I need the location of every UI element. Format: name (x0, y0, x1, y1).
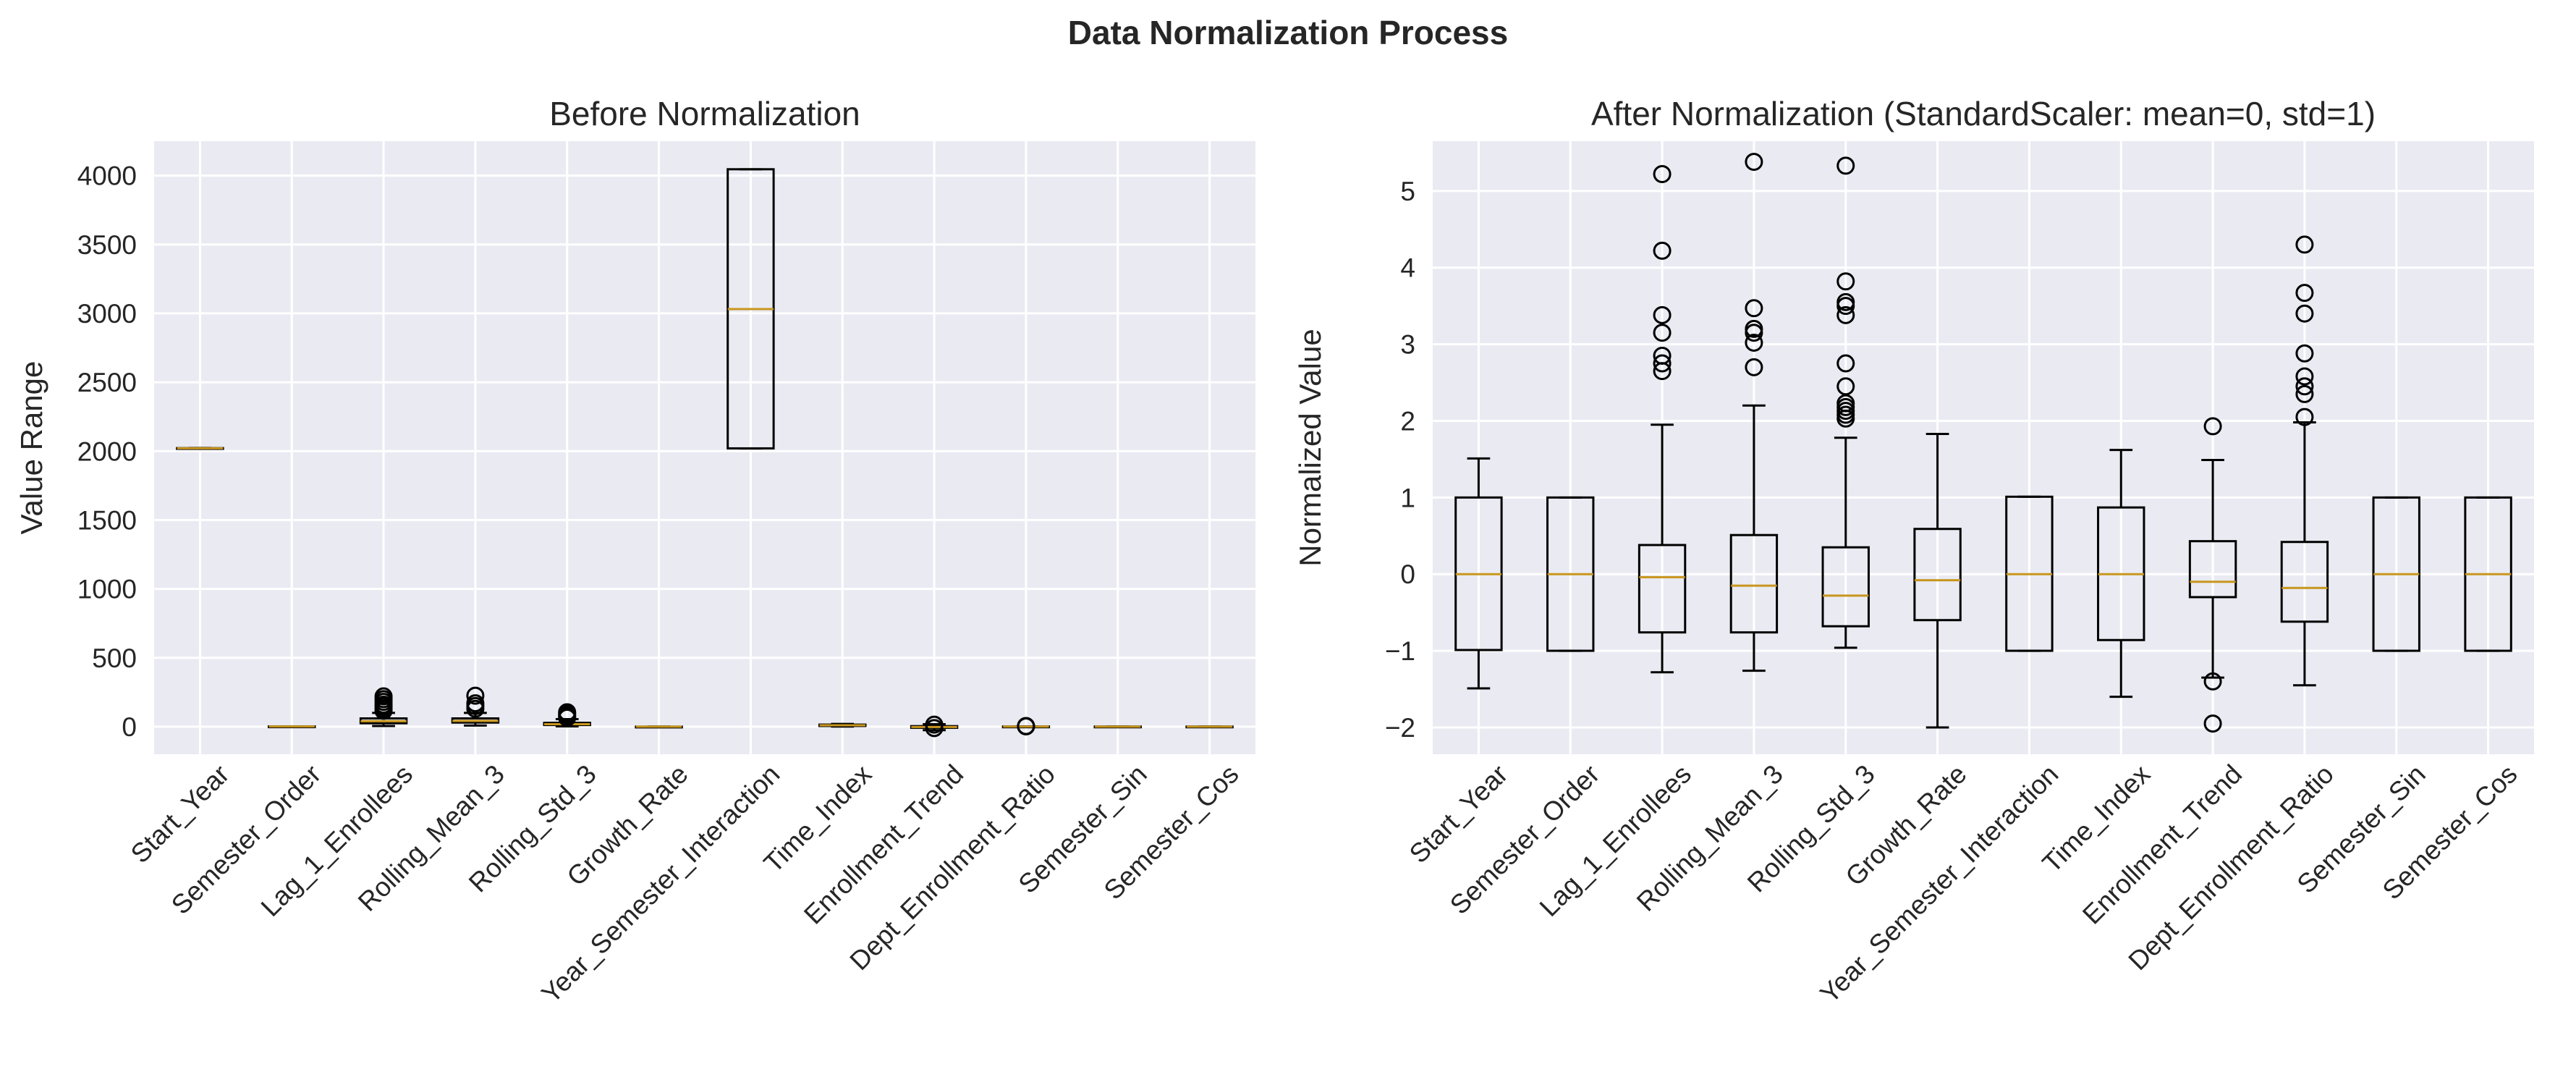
box-rolling-std-3 (543, 703, 591, 728)
outlier-point (1745, 358, 1763, 376)
y-tick-label: −1 (1385, 636, 1415, 666)
outlier-point (466, 686, 485, 705)
outlier-point (2203, 417, 2222, 436)
box-dept-enrollment-ratio (2280, 235, 2329, 687)
box-lag-1-enrollees (359, 687, 408, 727)
box-year-semester-interaction (726, 168, 775, 450)
box-enrollment-trend (2188, 417, 2237, 733)
box-year-semester-interaction (2005, 495, 2054, 652)
x-tick-label: Lag_1_Enrollees (1534, 759, 1697, 922)
plot-area (154, 141, 1255, 754)
outlier-point (1745, 319, 1763, 338)
box-semester-order (1546, 496, 1595, 652)
outlier-point (925, 715, 944, 734)
outlier-point (374, 687, 393, 706)
outlier-point (1653, 305, 1672, 324)
outlier-point (1653, 324, 1672, 342)
outlier-point (1836, 292, 1855, 311)
box-growth-rate (1913, 432, 1962, 729)
plot-area (1433, 141, 2534, 754)
chart-title: Before Normalization (549, 95, 860, 132)
y-tick-label: 4000 (77, 161, 137, 191)
box-semester-sin (2372, 496, 2420, 652)
y-tick-label: 500 (92, 643, 137, 673)
iqr-box (1729, 533, 1779, 634)
y-axis-label: Value Range (14, 361, 48, 535)
y-tick-label: 3000 (77, 299, 137, 329)
y-tick-label: 0 (122, 712, 137, 742)
outlier-point (466, 694, 485, 713)
box-rolling-mean-3 (1729, 153, 1779, 672)
outlier-point (558, 703, 577, 722)
box-dept-enrollment-ratio (1001, 717, 1051, 735)
outlier-point (2295, 408, 2314, 426)
box-start-year (176, 447, 224, 450)
outlier-point (1653, 241, 1672, 260)
iqr-box (1913, 528, 1962, 622)
y-tick-label: 2000 (77, 436, 137, 466)
box-start-year (1454, 457, 1503, 690)
outlier-point (1836, 354, 1855, 373)
x-tick-label: Enrollment_Trend (798, 759, 969, 930)
after-normalization-chart: −2−1012345Start_YearSemester_OrderLag_1_… (1293, 95, 2534, 1009)
outlier-point (2295, 284, 2314, 303)
y-axis-label: Normalized Value (1293, 329, 1327, 566)
iqr-box (1821, 546, 1870, 628)
outlier-point (1745, 153, 1763, 172)
outlier-point (2295, 384, 2314, 403)
box-semester-cos (2464, 496, 2512, 652)
outlier-point (1653, 354, 1672, 373)
outlier-point (2295, 304, 2314, 323)
y-tick-label: 1000 (77, 575, 137, 604)
outlier-point (1653, 346, 1672, 365)
x-tick-label: Lag_1_Enrollees (255, 759, 418, 922)
y-tick-label: 1 (1400, 483, 1415, 512)
box-enrollment-trend (910, 715, 959, 738)
outlier-point (1836, 377, 1855, 396)
y-tick-label: 2 (1400, 406, 1415, 436)
y-tick-label: 0 (1400, 560, 1415, 589)
y-tick-label: 2500 (77, 368, 137, 397)
outlier-point (2295, 344, 2314, 363)
y-tick-label: 5 (1400, 177, 1415, 206)
outlier-point (2295, 367, 2314, 386)
outlier-point (1745, 299, 1763, 318)
box-rolling-std-3 (1821, 156, 1870, 649)
outlier-point (2203, 672, 2222, 691)
outlier-point (2295, 235, 2314, 254)
y-tick-label: −2 (1385, 713, 1415, 743)
outlier-point (1745, 333, 1763, 352)
outlier-point (1836, 305, 1855, 324)
iqr-box (2188, 540, 2237, 599)
before-normalization-chart: 05001000150020002500300035004000Start_Ye… (14, 95, 1255, 1009)
box-time-index (2097, 449, 2145, 699)
iqr-box (2280, 541, 2329, 623)
box-lag-1-enrollees (1637, 165, 1687, 674)
figure-title: Data Normalization Process (1067, 14, 1509, 51)
box-rolling-mean-3 (451, 686, 500, 727)
outlier-point (2295, 377, 2314, 396)
y-tick-label: 3500 (77, 230, 137, 260)
box-time-index (818, 722, 867, 728)
chart-title: After Normalization (StandardScaler: mea… (1591, 95, 2376, 132)
y-tick-label: 1500 (77, 505, 137, 535)
outlier-point (1653, 165, 1672, 184)
outlier-point (1836, 156, 1855, 175)
iqr-box (1637, 544, 1687, 634)
y-tick-label: 4 (1400, 253, 1415, 283)
outlier-point (2203, 714, 2222, 733)
outlier-point (1836, 272, 1855, 291)
outlier-point (1017, 717, 1035, 735)
y-tick-label: 3 (1400, 330, 1415, 360)
x-tick-label: Enrollment_Trend (2077, 759, 2247, 930)
